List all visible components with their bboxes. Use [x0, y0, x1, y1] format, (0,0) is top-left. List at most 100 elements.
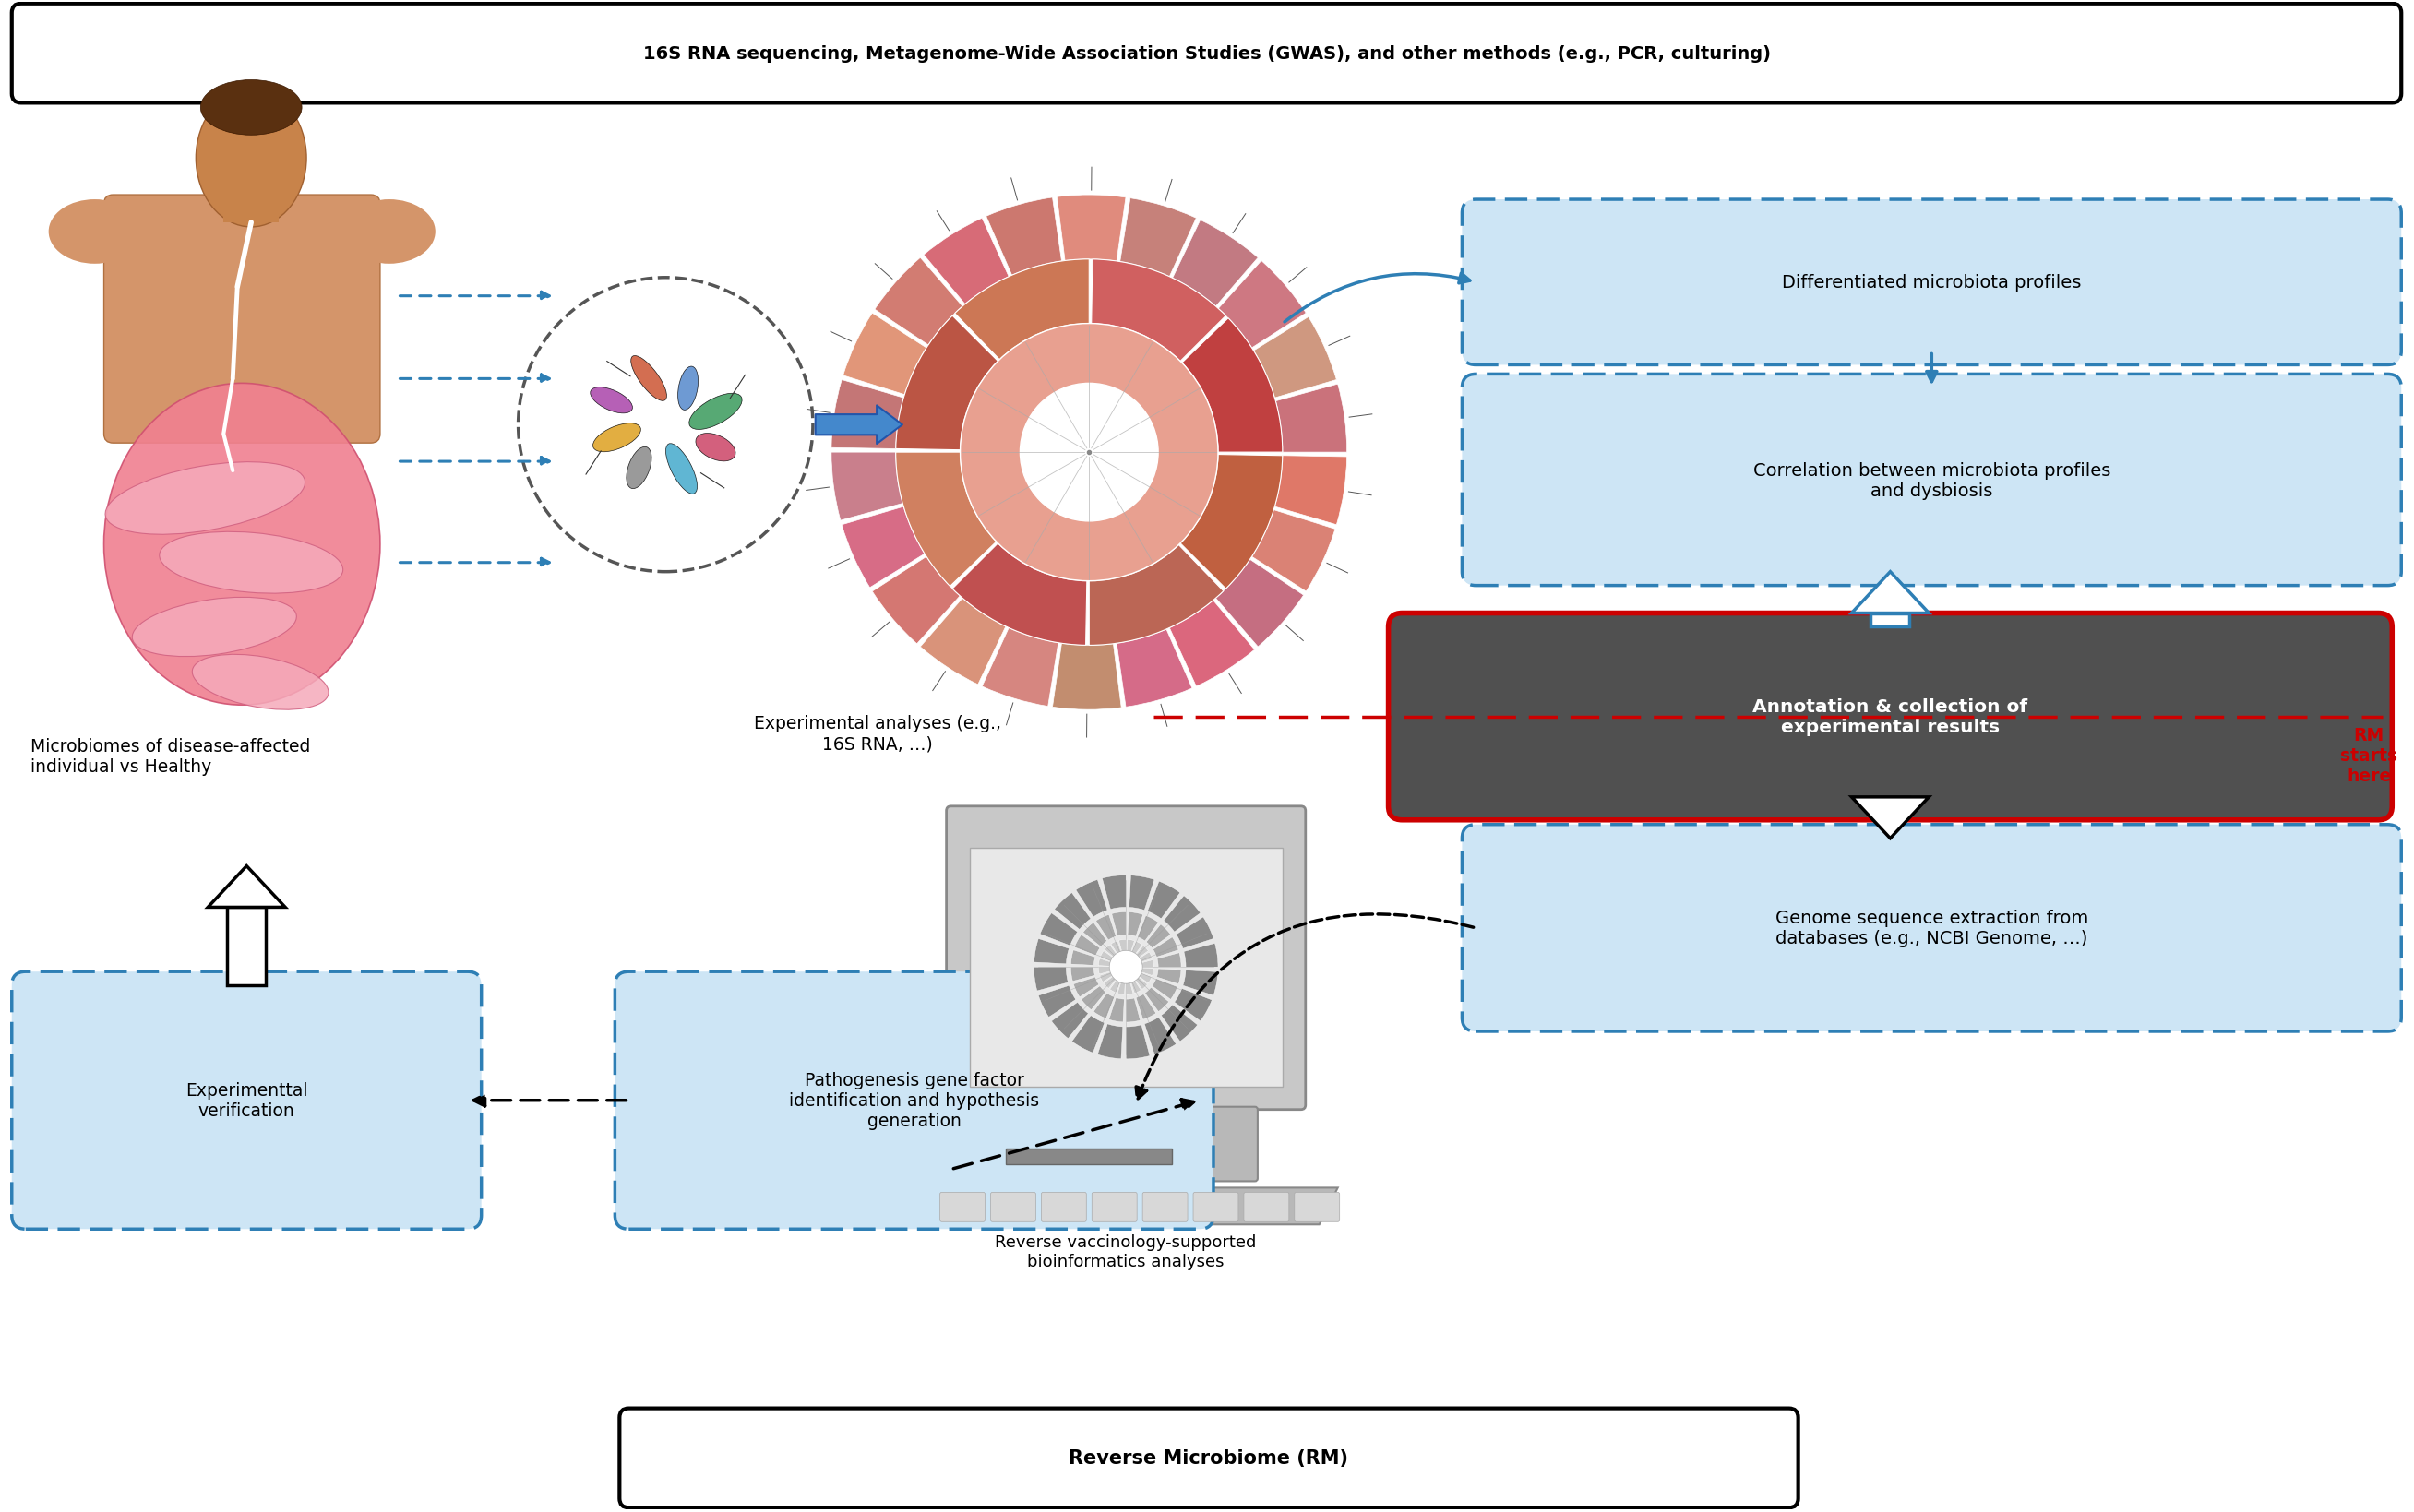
FancyBboxPatch shape — [1388, 614, 2392, 821]
Wedge shape — [1183, 319, 1282, 452]
Wedge shape — [1147, 881, 1180, 919]
Ellipse shape — [666, 445, 698, 494]
FancyArrowPatch shape — [816, 407, 903, 445]
Text: Genome sequence extraction from
databases (e.g., NCBI Genome, …): Genome sequence extraction from database… — [1774, 909, 2088, 947]
Wedge shape — [925, 219, 1009, 305]
Wedge shape — [830, 452, 903, 522]
Wedge shape — [1091, 260, 1226, 361]
Text: 16S RNA sequencing, Metagenome-Wide Association Studies (GWAS), and other method: 16S RNA sequencing, Metagenome-Wide Asso… — [642, 45, 1769, 64]
Wedge shape — [1135, 947, 1149, 959]
Circle shape — [961, 324, 1219, 582]
Text: Experimental analyses (e.g.,
16S RNA, …): Experimental analyses (e.g., 16S RNA, …) — [753, 715, 1002, 753]
Circle shape — [1110, 951, 1142, 984]
Wedge shape — [954, 544, 1086, 646]
Wedge shape — [1053, 1002, 1089, 1039]
Wedge shape — [1161, 1005, 1197, 1042]
Ellipse shape — [695, 434, 736, 461]
Wedge shape — [920, 599, 1007, 685]
Text: Correlation between microbiota profiles
and dysbiosis: Correlation between microbiota profiles … — [1753, 461, 2110, 499]
Wedge shape — [1180, 455, 1282, 590]
Wedge shape — [1154, 937, 1178, 957]
Wedge shape — [1057, 195, 1125, 262]
FancyBboxPatch shape — [975, 1107, 1258, 1181]
FancyBboxPatch shape — [1142, 1193, 1188, 1222]
Wedge shape — [1103, 875, 1125, 910]
FancyBboxPatch shape — [12, 972, 480, 1229]
Wedge shape — [1130, 978, 1142, 993]
Wedge shape — [1094, 993, 1115, 1019]
Wedge shape — [1135, 977, 1147, 990]
Wedge shape — [1125, 998, 1139, 1022]
Wedge shape — [1106, 945, 1118, 959]
Wedge shape — [1101, 951, 1115, 963]
Wedge shape — [1217, 559, 1304, 647]
Wedge shape — [1072, 1016, 1106, 1054]
Ellipse shape — [106, 463, 304, 535]
Wedge shape — [1096, 915, 1115, 940]
Ellipse shape — [104, 384, 379, 706]
Wedge shape — [1137, 972, 1151, 983]
Wedge shape — [1040, 913, 1077, 947]
Wedge shape — [842, 313, 927, 395]
Wedge shape — [1275, 384, 1347, 452]
FancyBboxPatch shape — [1294, 1193, 1340, 1222]
Wedge shape — [982, 629, 1057, 706]
Ellipse shape — [594, 423, 640, 452]
FancyBboxPatch shape — [970, 848, 1282, 1087]
Wedge shape — [1219, 262, 1306, 348]
FancyBboxPatch shape — [1007, 1148, 1173, 1164]
Wedge shape — [1038, 986, 1077, 1018]
Wedge shape — [1168, 600, 1255, 686]
FancyBboxPatch shape — [616, 972, 1214, 1229]
Text: Microbiomes of disease-affected
individual vs Healthy: Microbiomes of disease-affected individu… — [31, 738, 309, 776]
Ellipse shape — [628, 448, 652, 490]
Wedge shape — [1120, 198, 1197, 277]
Wedge shape — [1110, 978, 1120, 993]
FancyBboxPatch shape — [1193, 1193, 1238, 1222]
Wedge shape — [1113, 912, 1125, 936]
Wedge shape — [1084, 922, 1108, 947]
Polygon shape — [925, 1188, 1337, 1225]
Wedge shape — [896, 316, 997, 451]
Polygon shape — [208, 866, 285, 907]
Wedge shape — [1139, 968, 1154, 975]
Wedge shape — [1033, 939, 1069, 965]
Text: Pathogenesis gene factor
identification and hypothesis
generation: Pathogenesis gene factor identification … — [789, 1072, 1040, 1129]
Wedge shape — [1253, 318, 1337, 399]
Text: Experimenttal
verification: Experimenttal verification — [186, 1081, 307, 1119]
Wedge shape — [1173, 221, 1258, 307]
FancyBboxPatch shape — [1040, 1193, 1086, 1222]
Wedge shape — [956, 260, 1089, 360]
Wedge shape — [1033, 968, 1067, 990]
FancyBboxPatch shape — [1463, 826, 2402, 1031]
Wedge shape — [1137, 916, 1159, 942]
Wedge shape — [830, 381, 903, 449]
Ellipse shape — [193, 655, 328, 711]
Circle shape — [519, 278, 814, 572]
Wedge shape — [1144, 987, 1168, 1012]
Wedge shape — [896, 452, 997, 587]
Ellipse shape — [200, 80, 302, 136]
Wedge shape — [1127, 940, 1135, 954]
Wedge shape — [1098, 968, 1113, 974]
Polygon shape — [225, 195, 278, 224]
Wedge shape — [1151, 978, 1178, 999]
FancyBboxPatch shape — [1463, 200, 2402, 366]
Wedge shape — [1098, 959, 1113, 966]
Wedge shape — [1118, 980, 1125, 995]
Wedge shape — [1098, 1024, 1123, 1058]
Ellipse shape — [133, 597, 297, 658]
Wedge shape — [842, 507, 925, 588]
Wedge shape — [1144, 1018, 1176, 1055]
FancyBboxPatch shape — [990, 1193, 1036, 1222]
Wedge shape — [1053, 644, 1123, 711]
Wedge shape — [1101, 972, 1115, 983]
Wedge shape — [1137, 953, 1151, 963]
Polygon shape — [1852, 572, 1929, 614]
Wedge shape — [1072, 951, 1096, 966]
Wedge shape — [1173, 989, 1212, 1021]
Ellipse shape — [196, 89, 307, 228]
FancyBboxPatch shape — [1091, 1193, 1137, 1222]
Ellipse shape — [591, 387, 632, 414]
Wedge shape — [1253, 511, 1335, 591]
